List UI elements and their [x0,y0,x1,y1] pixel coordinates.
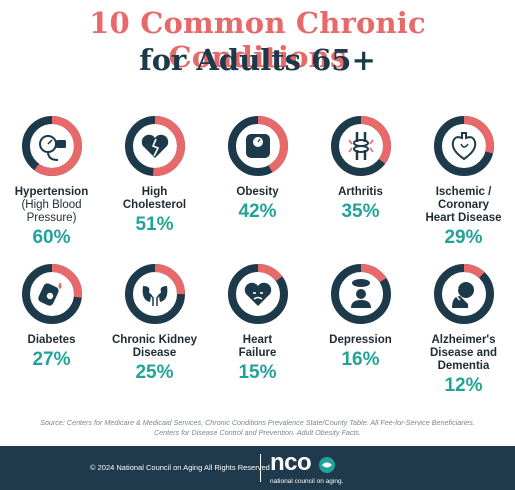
source-line-2: Centers for Disease Control and Preventi… [153,428,362,437]
condition-label-line: Pressure) [26,212,77,224]
sad-heart-icon [244,282,271,306]
page-title-line1: 10 Common Chronic Conditions [89,6,426,74]
condition-card: Ischemic / Coronary Heart Disease 29% [412,112,515,249]
condition-percent: 35% [341,201,380,222]
donut-ring [227,116,288,176]
condition-label: Chronic Kidney Disease [103,334,206,360]
donut-value-arc [21,264,82,324]
donut-value-arc [124,264,185,324]
condition-card: Depression 16% [309,260,412,371]
condition-label-line: Arthritis [338,186,383,198]
condition-percent: 12% [444,375,483,396]
condition-label: Heart Failure [206,334,309,360]
condition-percent: 16% [341,349,380,370]
copyright-text: © 2024 National Council on Aging All Rig… [90,463,270,472]
condition-card: Diabetes 27% [0,260,103,371]
joint-icon [347,132,374,160]
donut-value-arc [21,116,82,176]
footer-divider [260,454,261,482]
condition-card: Heart Failure 15% [206,260,309,384]
condition-label-line: High [141,186,168,198]
condition-card: Obesity 42% [206,112,309,223]
heart-organ-icon [451,132,476,161]
donut-ring [124,264,185,324]
condition-card: High Cholesterol 51% [103,112,206,236]
condition-label: Depression [309,334,412,347]
condition-label-line: Chronic Kidney [112,334,197,346]
condition-label-line: Cholesterol [122,199,187,211]
condition-label-line: Disease [132,347,177,359]
donut-value-arc [330,116,391,176]
condition-label-line: Obesity [236,186,279,198]
donut-ring [227,264,288,324]
donut-value-arc [330,264,391,324]
condition-percent: 15% [238,362,277,383]
condition-card: Hypertension (High Blood Pressure) 60% [0,112,103,249]
condition-label-line: (High Blood [21,199,82,211]
condition-label-line: Disease and [429,347,498,359]
donut-ring [21,264,82,324]
page-title-line2: for Adults 65+ [139,43,376,77]
nco-logo-mark-icon [319,457,335,473]
condition-label: Obesity [206,186,309,199]
condition-card: Chronic Kidney Disease 25% [103,260,206,384]
donut-value-arc [124,116,185,176]
donut-value-arc [433,264,494,324]
donut-ring [433,116,494,176]
condition-percent: 51% [135,214,174,235]
condition-percent: 60% [32,227,71,248]
condition-label: Hypertension (High Blood Pressure) [0,186,103,225]
head-hand-icon [451,282,474,308]
footer: © 2024 National Council on Aging All Rig… [0,446,515,490]
conditions-grid: Hypertension (High Blood Pressure) 60% High C… [0,112,515,402]
source-note: Source: Centers for Medicare & Medicaid … [0,418,515,438]
condition-label-line: Heart Disease [425,212,502,224]
broken-heart-icon [141,134,168,158]
condition-label: Ischemic / Coronary Heart Disease [412,186,515,225]
donut-ring [330,264,391,324]
condition-card: Alzheimer's Disease and Dementia 12% [412,260,515,397]
condition-label-line: Failure [238,347,277,359]
condition-percent: 27% [32,349,71,370]
donut-ring [433,264,494,324]
blood-pressure-icon [38,135,66,161]
condition-label-line: Diabetes [27,334,76,346]
condition-percent: 42% [238,201,277,222]
condition-label-line: Ischemic / [435,186,492,198]
nco-logo: nco [270,449,312,476]
condition-percent: 29% [444,227,483,248]
source-line-1: Source: Centers for Medicare & Medicaid … [40,418,475,427]
donut-value-arc [227,264,288,324]
condition-label-line: Coronary [437,199,490,211]
condition-label: High Cholesterol [103,186,206,212]
donut-value-arc [433,116,494,176]
glucose-meter-icon [37,282,61,306]
condition-label-line: Heart [242,334,273,346]
condition-percent: 25% [135,362,174,383]
donut-value-arc [227,116,288,176]
condition-label: Diabetes [0,334,103,347]
condition-card: Arthritis 35% [309,112,412,223]
donut-ring [124,116,185,176]
donut-ring [21,116,82,176]
condition-label-line: Dementia [437,360,490,372]
person-cloud-icon [350,279,371,308]
condition-label-line: Depression [329,334,392,346]
kidney-icon [142,286,167,306]
scale-icon [245,134,270,158]
donut-ring [330,116,391,176]
condition-label: Arthritis [309,186,412,199]
condition-label-line: Alzheimer's [431,334,496,346]
condition-label: Alzheimer's Disease and Dementia [412,334,515,373]
condition-label-line: Hypertension [14,186,89,198]
nco-logo-subtitle: national council on aging. [270,478,344,485]
